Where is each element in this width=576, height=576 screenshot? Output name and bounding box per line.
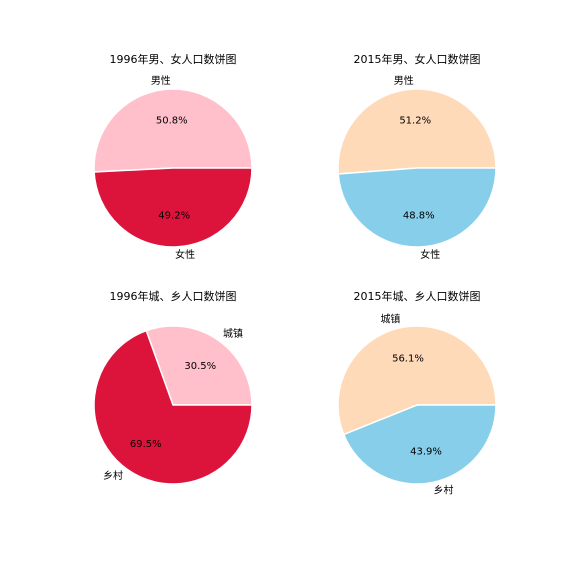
pie-slice bbox=[337, 167, 497, 248]
slice-label: 男性 bbox=[394, 74, 414, 87]
value-label: 30.5% bbox=[184, 361, 216, 372]
slice-label: 城镇 bbox=[380, 313, 400, 326]
slice-label: 女性 bbox=[175, 248, 195, 261]
value-label: 56.1% bbox=[392, 353, 424, 364]
chart-title: 1996年城、乡人口数饼图 bbox=[110, 289, 237, 303]
slice-label: 乡村 bbox=[434, 483, 454, 496]
value-label: 51.2% bbox=[399, 116, 431, 127]
value-label: 43.9% bbox=[410, 447, 442, 458]
value-label: 48.8% bbox=[403, 210, 435, 221]
value-label: 49.2% bbox=[158, 210, 190, 221]
pie-slice bbox=[93, 167, 253, 248]
pie-slice bbox=[93, 329, 253, 485]
pie-slice bbox=[342, 404, 497, 485]
slice-label: 女性 bbox=[420, 248, 440, 261]
pie-slice bbox=[93, 88, 253, 173]
chart-title: 1996年男、女人口数饼图 bbox=[110, 52, 237, 66]
slice-label: 城镇 bbox=[223, 327, 243, 340]
chart-title: 2015年男、女人口数饼图 bbox=[354, 52, 481, 66]
chart-title: 2015年城、乡人口数饼图 bbox=[354, 289, 481, 303]
pie-slice bbox=[145, 325, 253, 406]
pie-slice bbox=[337, 88, 497, 175]
value-label: 50.8% bbox=[156, 116, 188, 127]
pie-slice bbox=[337, 325, 497, 436]
value-label: 69.5% bbox=[130, 439, 162, 450]
slice-label: 男性 bbox=[151, 74, 171, 87]
slice-label: 乡村 bbox=[103, 469, 123, 482]
